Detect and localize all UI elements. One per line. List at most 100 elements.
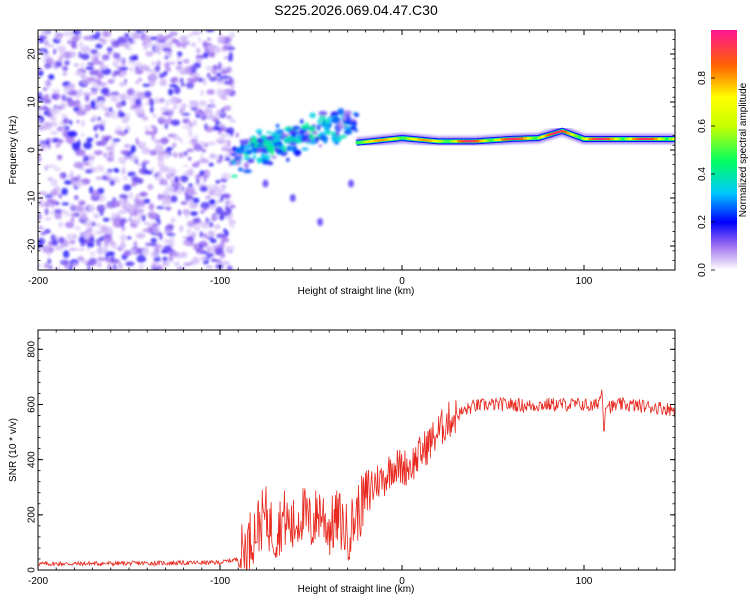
noise-blob (212, 46, 222, 54)
noise-blob (177, 51, 183, 57)
noise-blob (96, 248, 106, 255)
noise-blob (207, 188, 211, 197)
noise-blob (138, 263, 145, 270)
noise-blob (182, 43, 186, 49)
noise-blob (43, 40, 50, 45)
noise-blob (195, 173, 201, 181)
transition-blob (308, 133, 315, 140)
noise-blob (101, 106, 109, 111)
noise-blob (111, 243, 118, 250)
noise-blob (130, 98, 135, 106)
noise-blob (136, 254, 147, 263)
noise-blob (101, 134, 106, 143)
transition-blob (291, 125, 301, 131)
noise-blob (126, 113, 130, 121)
noise-blob (44, 62, 52, 69)
noise-blob (133, 202, 140, 211)
noise-blob (95, 123, 102, 129)
noise-blob (205, 217, 209, 224)
noise-blob (54, 167, 61, 172)
noise-blob (58, 139, 64, 144)
noise-blob (71, 141, 81, 149)
noise-blob (59, 174, 65, 179)
noise-blob (88, 204, 95, 213)
noise-blob (209, 154, 219, 158)
transition-blob (294, 131, 300, 135)
noise-blob (170, 235, 175, 242)
noise-blob (166, 223, 175, 230)
noise-blob (145, 51, 154, 57)
snr-x-tick-label: -100 (210, 576, 230, 587)
noise-blob (121, 61, 126, 66)
transition-blob (351, 124, 355, 127)
noise-blob (61, 125, 66, 132)
noise-blob (194, 134, 199, 140)
noise-blob (58, 236, 65, 244)
noise-blob (78, 88, 83, 97)
noise-blob (103, 240, 109, 247)
snr-frame (37, 329, 676, 571)
noise-blob (216, 140, 227, 144)
noise-blob (220, 196, 224, 203)
noise-blob (200, 250, 209, 254)
noise-blob (167, 108, 175, 113)
noise-blob (116, 130, 125, 136)
noise-blob (154, 97, 161, 104)
noise-blob (130, 144, 136, 153)
noise-blob (138, 30, 149, 33)
noise-blob (101, 175, 108, 180)
noise-blob (85, 169, 93, 174)
snr-y-tick-label: 0 (27, 567, 38, 573)
transition-blob (353, 112, 360, 118)
noise-blob (229, 204, 236, 209)
stray-blob (348, 179, 355, 188)
noise-blob (219, 210, 230, 217)
noise-blob (193, 62, 202, 69)
noise-blob (138, 77, 142, 82)
noise-blob (119, 241, 126, 250)
noise-blob (133, 240, 138, 249)
carrier-line (355, 125, 675, 148)
noise-blob (152, 113, 157, 118)
transition-blob (318, 110, 328, 116)
noise-blob (93, 150, 103, 156)
noise-blob (205, 171, 210, 177)
noise-blob (44, 107, 50, 112)
noise-blob (48, 265, 53, 270)
transition-blob (256, 143, 264, 148)
transition-blob (276, 133, 283, 137)
transition-blob (344, 110, 353, 117)
transition-blob (256, 157, 264, 163)
noise-blob (38, 92, 43, 97)
noise-blob (221, 186, 226, 193)
noise-blob (91, 115, 98, 122)
noise-blob (38, 37, 44, 44)
noise-blob (64, 221, 75, 229)
noise-blob (229, 222, 235, 229)
noise-blob (152, 226, 160, 234)
noise-blob (225, 200, 234, 204)
noise-blob (55, 33, 65, 37)
noise-blob (62, 250, 70, 259)
noise-blob (128, 217, 132, 222)
noise-blob (122, 176, 128, 180)
noise-blob (188, 199, 193, 205)
noise-blob (229, 31, 235, 39)
noise-blob (61, 113, 68, 120)
noise-blob (74, 195, 79, 201)
transition-blob (235, 159, 241, 166)
noise-blob (46, 198, 56, 204)
noise-blob (50, 178, 58, 187)
transition-blob (275, 123, 280, 128)
noise-blob (128, 47, 133, 52)
noise-blob (206, 72, 211, 78)
noise-blob (177, 56, 181, 60)
noise-blob (119, 93, 128, 101)
noise-blob (85, 219, 93, 227)
spectrogram-y-tick-label: 10 (27, 96, 38, 108)
noise-blob (92, 69, 101, 74)
noise-blob (142, 228, 152, 233)
noise-blob (74, 225, 81, 231)
colorbar: 0.0 0.2 0.4 0.6 0.8 Normalized spectral ampl… (697, 30, 749, 277)
noise-blob (38, 226, 44, 230)
